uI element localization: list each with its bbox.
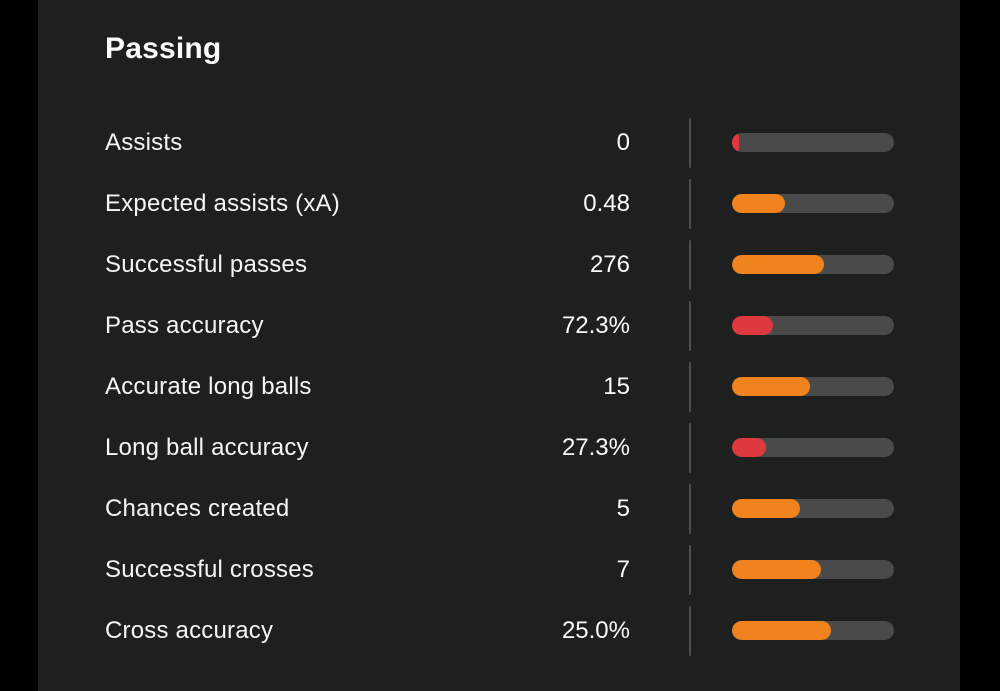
stat-bar-fill: [732, 560, 822, 579]
stat-row: Accurate long balls 15: [38, 356, 960, 417]
stat-label: Accurate long balls: [105, 372, 312, 400]
stat-label: Long ball accuracy: [105, 433, 309, 461]
passing-stats-panel: Passing Assists 0 Expected assists (xA) …: [38, 0, 960, 691]
row-divider: [689, 605, 691, 656]
stat-label: Assists: [105, 128, 183, 156]
stat-row: Chances created 5: [38, 478, 960, 539]
stat-value: 5: [616, 494, 630, 522]
stat-bar-track: [732, 255, 894, 274]
row-divider: [689, 239, 691, 290]
row-divider: [689, 178, 691, 229]
stat-bar-fill: [732, 438, 767, 457]
stat-bar-fill: [732, 133, 739, 152]
stat-bar-track: [732, 316, 894, 335]
stat-label: Cross accuracy: [105, 616, 274, 644]
stat-value: 276: [589, 250, 630, 278]
stat-bar-fill: [732, 255, 825, 274]
row-divider: [689, 483, 691, 534]
stat-bar-track: [732, 560, 894, 579]
stat-value: 0.48: [583, 189, 630, 217]
stat-row: Successful crosses 7: [38, 539, 960, 600]
row-divider: [689, 117, 691, 168]
stats-list: Assists 0 Expected assists (xA) 0.48 Suc…: [38, 112, 960, 661]
stat-bar-track: [732, 621, 894, 640]
stat-bar-track: [732, 133, 894, 152]
stat-bar-fill: [732, 377, 810, 396]
stat-row: Long ball accuracy 27.3%: [38, 417, 960, 478]
stat-label: Successful crosses: [105, 555, 315, 583]
stat-bar-track: [732, 194, 894, 213]
stat-bar-fill: [732, 499, 801, 518]
row-divider: [689, 361, 691, 412]
stat-value: 25.0%: [561, 616, 630, 644]
stat-value: 27.3%: [561, 433, 630, 461]
stat-row: Successful passes 276: [38, 234, 960, 295]
stat-label: Chances created: [105, 494, 290, 522]
stat-row: Assists 0: [38, 112, 960, 173]
row-divider: [689, 544, 691, 595]
stat-bar-fill: [732, 316, 773, 335]
stat-row: Pass accuracy 72.3%: [38, 295, 960, 356]
stat-label: Pass accuracy: [105, 311, 264, 339]
section-title: Passing: [105, 32, 222, 65]
row-divider: [689, 300, 691, 351]
stat-bar-fill: [732, 621, 831, 640]
stat-row: Cross accuracy 25.0%: [38, 600, 960, 661]
stat-value: 7: [616, 555, 630, 583]
stat-label: Successful passes: [105, 250, 308, 278]
stat-value: 15: [603, 372, 630, 400]
stat-value: 72.3%: [561, 311, 630, 339]
stat-bar-fill: [732, 194, 786, 213]
stat-bar-track: [732, 438, 894, 457]
stat-row: Expected assists (xA) 0.48: [38, 173, 960, 234]
stat-bar-track: [732, 499, 894, 518]
stat-bar-track: [732, 377, 894, 396]
stat-value: 0: [616, 128, 630, 156]
stat-label: Expected assists (xA): [105, 189, 340, 217]
row-divider: [689, 422, 691, 473]
